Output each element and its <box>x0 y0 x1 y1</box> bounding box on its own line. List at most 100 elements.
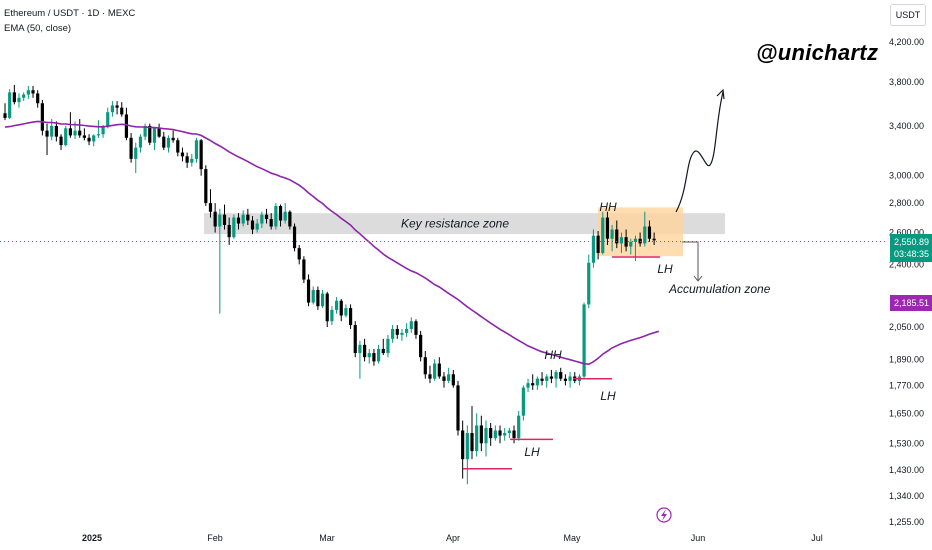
candle-body <box>288 211 292 227</box>
candle <box>87 134 91 146</box>
y-axis: 4,200.00 3,800.00 3,400.00 3,000.00 2,800.00… <box>889 37 924 527</box>
candle-body <box>652 238 656 241</box>
candle <box>171 130 175 143</box>
candle <box>624 229 628 252</box>
candle <box>568 372 572 388</box>
candle-body <box>400 332 404 335</box>
candle-body <box>17 97 21 103</box>
candle-body <box>138 136 143 148</box>
y-tick-label: 1,770.00 <box>889 380 924 390</box>
candle-body <box>129 137 133 159</box>
candle <box>549 369 553 384</box>
candle <box>180 147 185 162</box>
candle <box>414 319 418 339</box>
candle-body <box>73 130 77 136</box>
accumulation-zone-label: Accumulation zone <box>668 282 771 296</box>
candle-body <box>115 105 119 108</box>
candle-body <box>78 130 82 136</box>
candle <box>601 211 605 255</box>
x-tick-label: Feb <box>207 533 223 543</box>
candle <box>204 165 208 206</box>
x-tick-label: Jun <box>691 533 706 543</box>
candle-body <box>470 433 474 452</box>
candle <box>12 84 16 105</box>
candle <box>489 423 493 446</box>
candle-body <box>339 300 343 316</box>
lh-label-2: LH <box>600 389 616 403</box>
x-axis: 2025 Feb Mar Apr May Jun Jul <box>82 533 823 543</box>
candle-body <box>264 214 269 220</box>
candle <box>391 325 395 343</box>
candle-body <box>428 374 432 379</box>
candle-body <box>232 217 236 238</box>
candle-body <box>185 156 189 163</box>
candle-body <box>204 169 208 204</box>
candle <box>619 232 624 253</box>
candle-body <box>535 378 539 386</box>
candle-body <box>92 135 96 142</box>
candle <box>120 102 124 117</box>
candle-body <box>479 425 483 444</box>
ema-line <box>4 120 660 366</box>
currency-button[interactable]: USDT <box>890 4 926 26</box>
candle-body <box>372 353 376 362</box>
candle <box>451 369 455 388</box>
candle-body <box>292 226 297 249</box>
candle <box>386 334 390 358</box>
countdown-value: 03:48:35 <box>894 249 930 259</box>
candle-body <box>348 308 353 326</box>
candle-body <box>218 214 222 227</box>
candle-body <box>96 134 100 136</box>
candle-body <box>166 137 171 148</box>
candle-body <box>601 217 605 253</box>
candle <box>377 344 381 364</box>
candle-body <box>236 217 241 224</box>
candle-body <box>358 344 362 354</box>
candle <box>213 203 217 233</box>
candle-body <box>120 107 124 115</box>
y-tick-label: 3,000.00 <box>889 171 924 181</box>
candle-body <box>297 248 301 260</box>
candle <box>255 219 259 233</box>
candle <box>512 425 516 444</box>
candle-body <box>283 211 287 221</box>
candle-body <box>190 158 194 163</box>
candle-body <box>503 433 507 436</box>
lightning-icon[interactable] <box>656 507 672 523</box>
candle <box>208 189 213 218</box>
candle <box>330 306 334 326</box>
candle-body <box>325 293 329 322</box>
candle-body <box>50 125 54 137</box>
candle <box>507 427 511 439</box>
candle <box>17 93 21 108</box>
candle <box>484 420 488 457</box>
candle-body <box>152 128 157 143</box>
candle-body <box>227 224 231 238</box>
candle-body <box>526 383 530 388</box>
candle <box>591 229 596 268</box>
candle <box>344 304 348 318</box>
candle-body <box>260 214 264 224</box>
candle <box>582 302 586 379</box>
candle-body <box>465 433 469 460</box>
candle-body <box>36 93 40 104</box>
candle-body <box>647 226 652 239</box>
candle-body <box>456 385 460 431</box>
candle-body <box>59 136 63 146</box>
indicator-title[interactable]: EMA (50, close) <box>4 23 72 34</box>
candle-body <box>82 135 86 138</box>
candle <box>545 374 549 388</box>
candle <box>185 152 189 168</box>
candle-body <box>610 229 614 239</box>
candle <box>31 85 35 98</box>
candle-body <box>222 214 227 225</box>
candle-body <box>540 378 544 381</box>
candle <box>381 338 385 356</box>
candle-body <box>554 372 558 379</box>
candle <box>442 372 446 388</box>
candle-body <box>45 130 49 137</box>
candle <box>362 338 367 362</box>
candle <box>218 208 222 314</box>
candle-body <box>124 114 129 138</box>
